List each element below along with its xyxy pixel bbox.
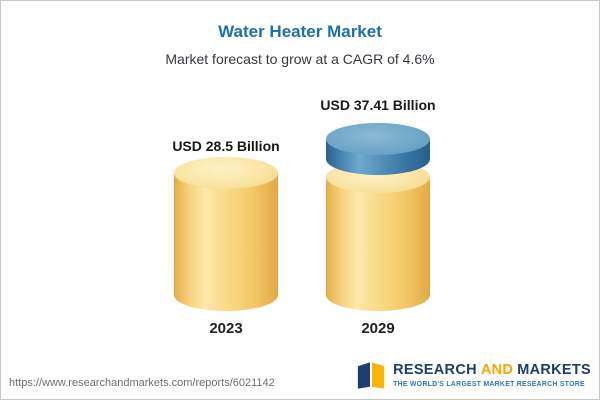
value-label-2023: USD 28.5 Billion bbox=[172, 138, 280, 154]
logo-text-block: RESEARCH AND MARKETS THE WORLD'S LARGEST M… bbox=[393, 363, 591, 388]
logo-tagline: THE WORLD'S LARGEST MARKET RESEARCH STOR… bbox=[393, 380, 585, 388]
value-label-2029: USD 37.41 Billion bbox=[320, 97, 436, 113]
logo-word-markets: MARKETS bbox=[517, 362, 591, 379]
x-axis-label-2029: 2029 bbox=[361, 320, 395, 337]
cylinder-2023-body bbox=[174, 173, 278, 311]
chart-title: Water Heater Market bbox=[218, 22, 382, 41]
logo-word-and: AND bbox=[480, 362, 514, 379]
research-and-markets-logo[interactable]: RESEARCH AND MARKETS THE WORLD'S LARGEST M… bbox=[356, 361, 591, 390]
cylinder-2023-top-face bbox=[174, 157, 278, 189]
chart-subtitle: Market forecast to grow at a CAGR of 4.6… bbox=[165, 51, 435, 67]
x-axis-label-2023: 2023 bbox=[209, 320, 243, 337]
cylinder-2029-growth-top-face bbox=[326, 123, 430, 155]
logo-wordmark: RESEARCH AND MARKETS bbox=[393, 363, 591, 378]
report-url[interactable]: https://www.researchandmarkets.com/repor… bbox=[9, 377, 275, 389]
cylinder-2029-base-body bbox=[326, 177, 430, 311]
research-and-markets-logo-icon bbox=[357, 362, 385, 389]
logo-word-research: RESEARCH bbox=[393, 362, 477, 379]
